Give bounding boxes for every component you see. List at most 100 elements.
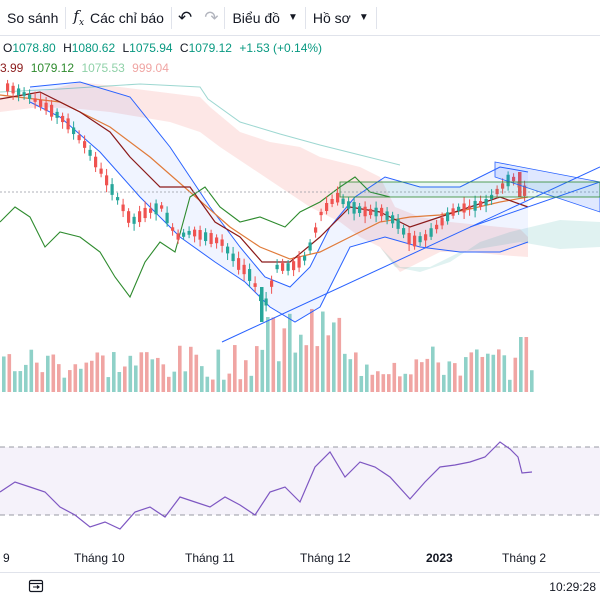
candle-body [358,206,362,214]
redo-icon[interactable]: ↷ [204,7,219,27]
volume-bar [299,334,303,392]
toolbar-divider [65,6,67,29]
volume-bar [420,362,424,392]
candle-body [446,212,450,222]
candle-body [50,104,54,117]
candle-body [231,253,235,262]
senkou-span-a [0,83,401,166]
candle-body [512,176,516,182]
candle-body [248,269,252,281]
candle-body [83,141,87,148]
volume-bar [117,371,122,392]
indicators-button[interactable]: fx Các chỉ báo [66,0,171,36]
candle-body [303,256,307,261]
volume-bar [293,352,298,392]
rsi-band [0,447,600,515]
candle-body [127,211,131,223]
candle-body [451,208,455,216]
time-axis[interactable]: 9 Tháng 10 Tháng 11 Tháng 12 2023 Tháng … [0,545,600,571]
candle-body [275,264,279,270]
toolbar-divider [375,6,377,29]
candle-body [198,230,202,240]
volume-bar [403,373,408,392]
volume-bar [150,359,155,392]
candle-body [99,168,103,174]
volume-bar [13,371,17,392]
volume-bar [134,365,138,392]
candle-body [435,224,439,230]
calendar-range-icon[interactable] [28,578,44,594]
volume-bar [2,356,6,392]
volume-bar [508,379,512,392]
volume-bar [381,374,386,392]
candle-body [160,205,164,209]
volume-bar [414,359,419,392]
candle-body [138,211,142,223]
bollinger-upper [29,81,529,288]
time-axis-label: 2023 [426,551,453,565]
compare-button[interactable]: So sánh [0,0,65,36]
kumo-bearish [0,82,528,272]
toolbar-divider [170,6,172,29]
volume-bar [95,352,100,392]
compare-label: So sánh [7,9,59,26]
volume-bar [370,374,375,392]
price-chart[interactable] [0,37,600,545]
volume-bar [458,375,463,392]
volume-bar [524,337,529,392]
open-label: O [3,41,13,55]
volume-bar [392,362,397,392]
candle-body [479,201,483,207]
volume-bar [172,371,177,392]
candle-body [165,212,169,224]
chart-menu-button[interactable]: Biểu đồ ▼ [225,0,304,36]
candle-body [292,261,296,271]
low-label: L [122,41,130,55]
kumo-bullish [380,220,600,272]
volume-bar [255,346,259,392]
candles [6,79,527,322]
ohlc-legend: O1078.80 H1080.62 L1075.94 C1079.12 +1.5… [3,41,326,55]
volume-bar [513,357,518,392]
candle-body [17,88,21,96]
candle-body [336,192,340,203]
low-value: 1075.94 [129,41,173,55]
volume-bar [7,354,12,392]
undo-icon[interactable]: ↶ [177,7,193,27]
change-value: +1.53 (+0.14%) [239,41,323,55]
volume-bar [211,379,215,392]
volume-bar [62,377,67,392]
candle-body [429,228,433,237]
candle-body [396,219,400,229]
volume-bar [304,345,309,392]
candle-body [297,256,301,268]
volume-bar [79,368,83,392]
volume-bar [271,317,276,392]
ichimoku-value-4: 999.04 [132,61,169,75]
time-axis-label: 9 [3,551,10,565]
volume-bar [101,355,105,392]
candle-body [237,258,241,270]
close-value: 1079.12 [188,41,232,55]
volume-bar [442,374,446,392]
candle-body [110,184,114,195]
ichimoku-value-3: 1075.53 [81,61,125,75]
candle-body [380,207,384,217]
profile-menu-button[interactable]: Hồ sơ ▼ [306,0,376,36]
candle-body [121,204,125,212]
candle-body [143,207,147,219]
candle-body [72,127,76,135]
volume-bar [282,328,287,392]
volume-bar [128,355,133,392]
candle-body [33,98,37,102]
candle-body [77,135,81,141]
volume-bar [497,349,501,392]
volume-bar [486,353,490,392]
candle-body [462,203,466,213]
candle-body [154,203,158,215]
candle-body [264,298,268,306]
candle-body [44,102,48,111]
volume-bar [436,362,441,392]
rsi-line [0,441,533,530]
volume-bar [310,308,314,392]
